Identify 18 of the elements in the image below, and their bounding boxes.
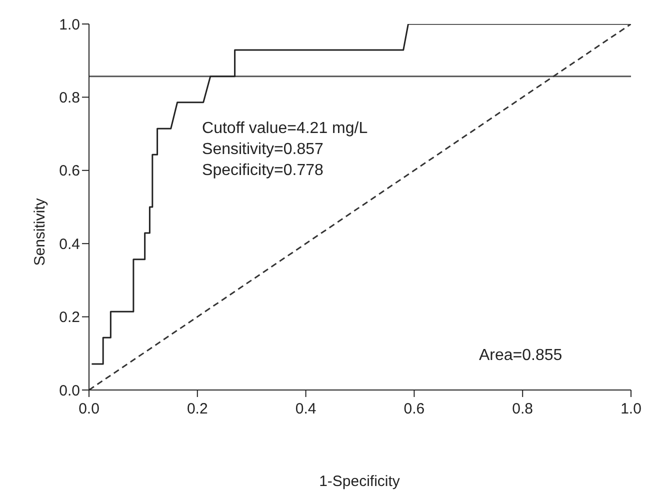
x-tick-label: 0.6 [404,400,425,418]
x-tick-label: 0.8 [512,400,534,418]
y-tick-label: 0.8 [59,90,80,107]
annotation: Sensitivity=0.857 [202,140,324,159]
x-tick-label: 0.4 [295,400,316,418]
y-axis-title: Sensitivity [32,198,48,266]
annotation: Area=0.855 [478,346,562,365]
annotation: Cutoff value=4.21 mg/L [202,120,368,138]
y-tick-label: 0.4 [59,236,80,253]
x-axis-title: 1-Specificity [318,473,401,490]
y-tick-label: 0.6 [59,162,80,180]
x-tick-label: 0.0 [78,400,100,418]
x-tick-label: 1.0 [620,400,642,418]
y-tick-label: 1.0 [59,16,80,34]
x-tick-label: 0.2 [186,400,208,418]
y-tick-label: 0.0 [59,382,80,400]
annotation: Specificity=0.778 [202,162,324,180]
y-tick-label: 0.2 [59,309,80,326]
